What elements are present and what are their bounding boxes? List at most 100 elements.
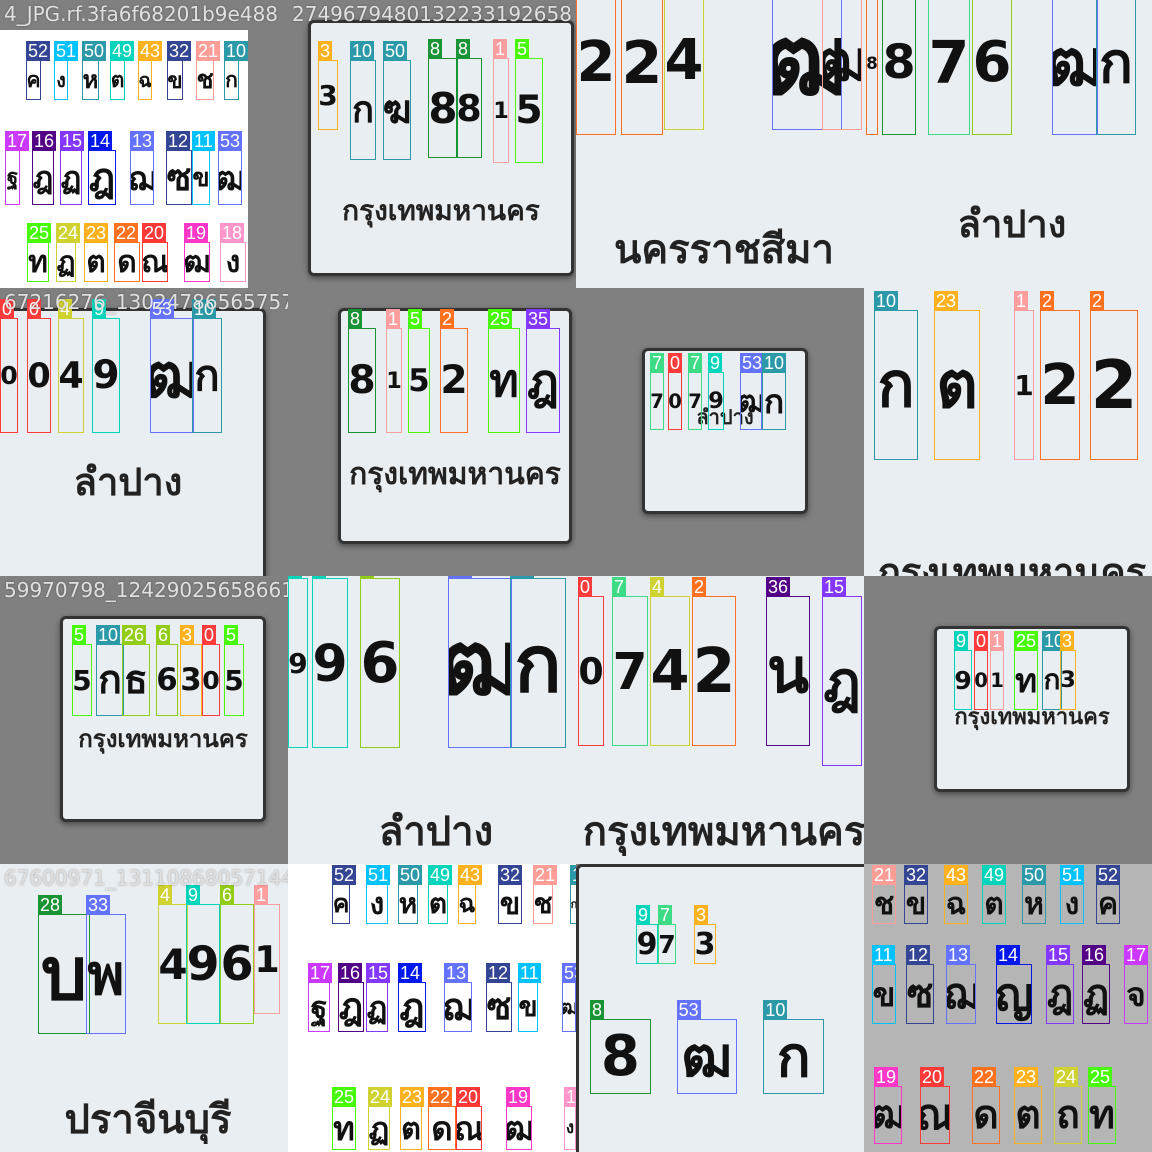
plate-character: ฒ xyxy=(185,244,209,280)
class-label: 16 xyxy=(1082,945,1107,965)
plate-character: 9 xyxy=(637,926,657,962)
plate-character: ฒ xyxy=(1053,25,1097,101)
class-label: 17 xyxy=(5,131,30,151)
class-label: 20 xyxy=(456,1087,481,1107)
class-label: 0 xyxy=(974,631,989,651)
class-label: 52 xyxy=(332,865,357,885)
bounding-box: ห 50 xyxy=(398,865,423,924)
bounding-box: ฎ 16 xyxy=(338,963,364,1032)
bounding-box: ข 32 xyxy=(498,865,523,924)
bounding-box: ถ 24 xyxy=(1054,1067,1082,1144)
class-label: 10 xyxy=(874,291,899,311)
class-label: 51 xyxy=(366,865,391,885)
class-label: 6 xyxy=(156,625,171,645)
bounding-box: ฒ53 xyxy=(772,0,842,130)
class-label: 10 xyxy=(96,625,121,645)
bounding-box: ต 23 xyxy=(1014,1067,1042,1144)
bounding-box: ท 25 xyxy=(27,223,52,282)
plate-character: ฏ xyxy=(57,245,75,278)
bounding-box: 44 xyxy=(664,0,704,130)
class-label: 1 xyxy=(386,309,401,329)
plate-character: ณ xyxy=(143,244,167,280)
bounding-box: ซ 12 xyxy=(906,945,934,1024)
class-label: 17 xyxy=(308,963,333,983)
plate-character: 6 xyxy=(157,662,177,698)
plate-character: ก xyxy=(194,350,220,400)
plate-character: จ xyxy=(1126,975,1146,1014)
bounding-box: ค 52 xyxy=(26,41,51,100)
class-label: 2 xyxy=(1090,291,1105,311)
bounding-box: ง 51 xyxy=(366,865,391,924)
class-label: 3 xyxy=(694,905,709,925)
plate-character: 2 xyxy=(441,358,467,403)
class-label: 16 xyxy=(338,963,363,983)
plate-character: 5 xyxy=(516,88,542,133)
bounding-box: บ 28 xyxy=(38,895,90,1034)
plate-character: ฒ xyxy=(681,1024,733,1090)
plate-character: ข xyxy=(168,68,182,94)
plate-character: ท xyxy=(1089,1093,1115,1138)
bounding-box: ง 51 xyxy=(54,41,79,100)
bounding-box: ก10 xyxy=(510,576,566,748)
plate-character: ต xyxy=(86,244,106,280)
plate-character: 1 xyxy=(494,97,508,124)
plate-character: 6 xyxy=(221,936,253,992)
plate-character: 8 xyxy=(429,83,457,133)
plate-character: ต xyxy=(401,1110,421,1147)
plate-character: 1 xyxy=(1015,368,1033,402)
mosaic-tile: ค52ง51ห50ต49ฉ43ข32ช21ก10ฐ17ฎ16ฏ15ฎ14ฌ13ซ… xyxy=(288,864,576,1152)
mosaic-tile: 9 9 3 3 7 7 8 8 ฒ 53 ก 10 xyxy=(576,864,864,1152)
class-label: 53 xyxy=(218,131,243,151)
class-label: 1 xyxy=(493,39,508,59)
class-label: 10 xyxy=(762,353,787,373)
bounding-box: ก10 xyxy=(1096,0,1136,135)
plate-character: ฒ xyxy=(449,612,511,716)
class-label: 11 xyxy=(192,131,215,151)
class-label: 18 xyxy=(220,223,245,243)
class-label: 22 xyxy=(428,1087,453,1107)
class-label: 3 xyxy=(318,41,333,61)
class-label: 15 xyxy=(1046,945,1071,965)
plate-character: ญ xyxy=(997,968,1031,1021)
class-label: 18 xyxy=(564,1087,576,1107)
license-plate: กรุงเทพมหานคร xyxy=(60,616,266,822)
plate-province-text: กรุงเทพมหานคร xyxy=(349,457,561,492)
mosaic-tile: กรุงเทพมหานครก 10 ต 23 1 1 2 2 2 2 xyxy=(864,288,1152,576)
bounding-box: ข 32 xyxy=(167,41,192,100)
plate-character: ก xyxy=(571,898,576,911)
bounding-box: ฒ 19 xyxy=(506,1087,532,1150)
class-label: 52 xyxy=(1096,865,1121,885)
license-plate: นครราชสีมา xyxy=(576,0,864,288)
class-label: 35 xyxy=(526,309,551,329)
class-label: 7 xyxy=(658,905,673,925)
plate-character: ฌ xyxy=(131,158,153,198)
plate-character: ข xyxy=(873,975,895,1014)
bounding-box: ง18 xyxy=(564,1087,576,1150)
plate-character: ท xyxy=(1015,661,1037,700)
plate-character: 6 xyxy=(361,630,399,696)
class-label: 19 xyxy=(874,1067,899,1087)
plate-character: ช xyxy=(534,887,552,920)
mosaic-tile: นครราชสีมา222244ฒ53ฒ21 xyxy=(576,0,864,288)
plate-character: 8 xyxy=(457,86,481,130)
plate-character: ห xyxy=(399,887,417,920)
plate-character: ต xyxy=(1015,1093,1041,1138)
plate-character: ฒ xyxy=(875,1093,901,1138)
bounding-box: 66 xyxy=(360,576,400,748)
class-label: 50 xyxy=(398,865,423,885)
class-label: 15 xyxy=(366,963,391,983)
